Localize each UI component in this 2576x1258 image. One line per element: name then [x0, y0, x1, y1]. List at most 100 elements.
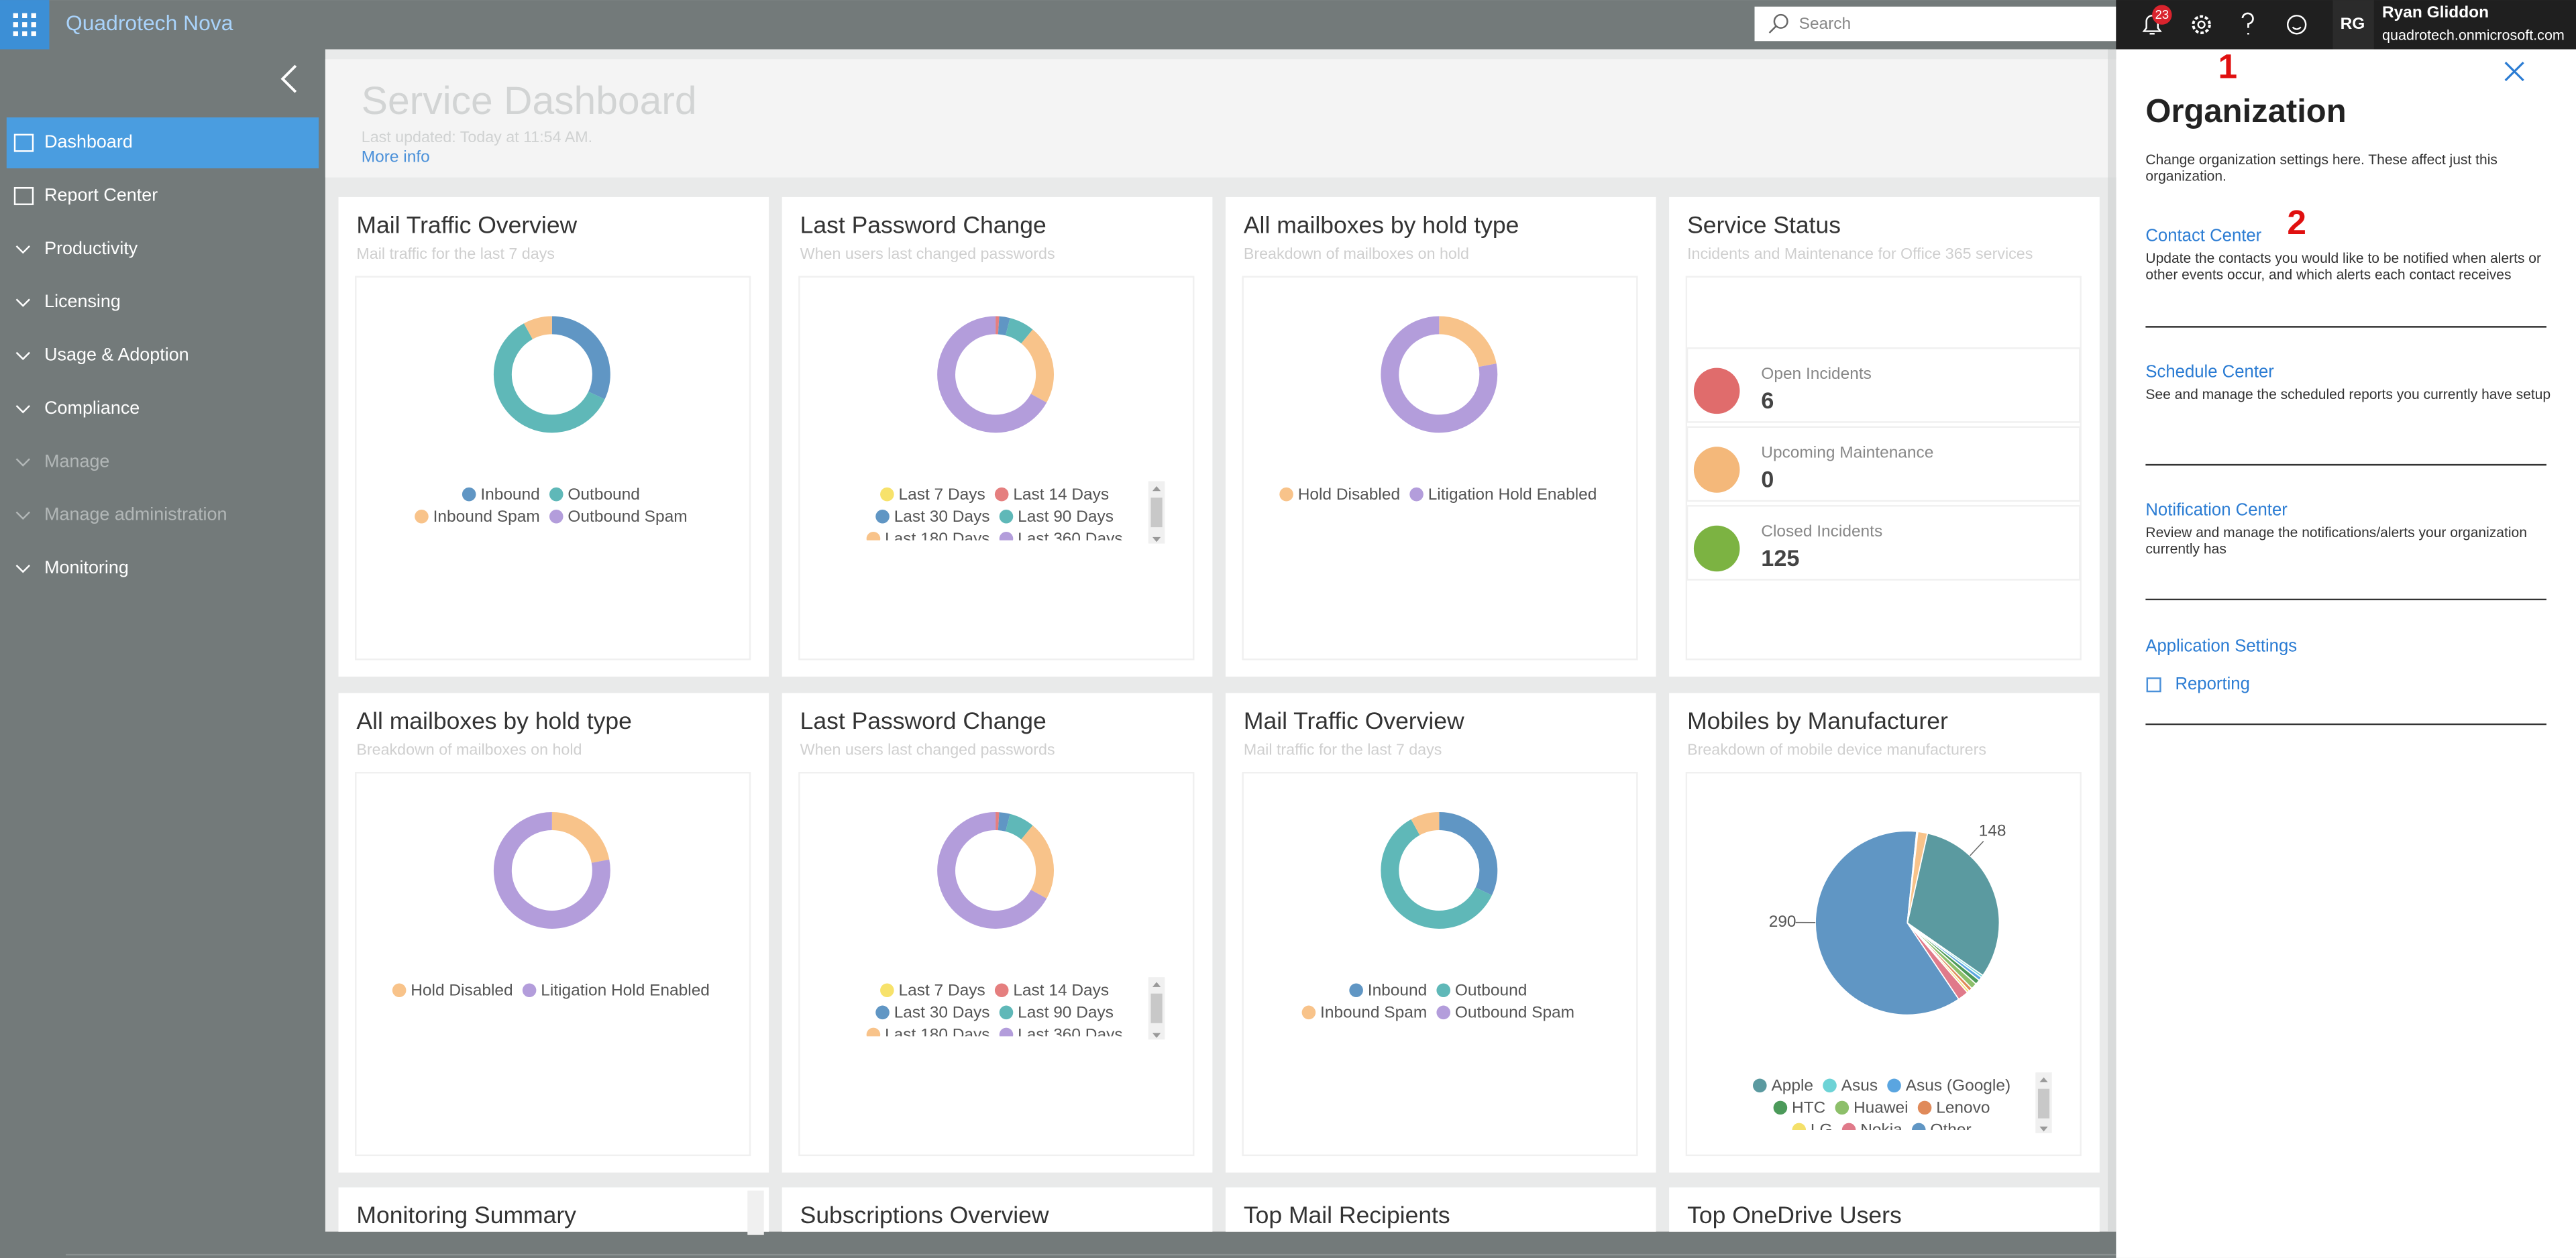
donut-segment	[937, 316, 1047, 433]
donut-segment	[1020, 329, 1054, 403]
widget-subtitle: Incidents and Maintenance for Office 365…	[1687, 245, 2033, 262]
panel-link[interactable]: Application Settings	[2145, 637, 2297, 656]
widget	[1225, 693, 1656, 1173]
legend-label: LG	[1811, 1121, 1833, 1139]
legend-swatch	[1823, 1078, 1837, 1093]
status-value: 6	[1761, 388, 1774, 414]
donut-segment	[998, 316, 1010, 336]
donut-segment	[523, 316, 553, 340]
chart-frame	[1242, 276, 1638, 661]
widget-subtitle: Mail traffic for the last 7 days	[1244, 740, 1442, 758]
scroll-up[interactable]	[1152, 485, 1161, 492]
settings-panel	[2116, 49, 2576, 1258]
scroll-down[interactable]	[2039, 1127, 2048, 1132]
collapse-nav[interactable]	[280, 64, 297, 93]
legend-swatch	[1841, 1123, 1856, 1130]
chart-frame	[798, 772, 1195, 1157]
widget-title: Mobiles by Manufacturer	[1687, 707, 1948, 734]
legend-label: Inbound Spam	[1320, 1004, 1427, 1022]
panel-link[interactable]: Contact Center	[2145, 226, 2261, 245]
close-panel[interactable]	[2504, 61, 2524, 82]
donut-segment	[551, 316, 610, 400]
legend-swatch	[1911, 1123, 1926, 1130]
widget-title: Top OneDrive Users	[1687, 1202, 1902, 1228]
status-icon	[1693, 367, 1740, 414]
avatar[interactable]	[2332, 0, 2374, 50]
legend-swatch	[1917, 1100, 1932, 1115]
panel-section-text: See and manage the scheduled reports you…	[2145, 388, 2551, 402]
legend-label: Huawei	[1854, 1099, 1909, 1117]
panel-section-text-text: Review and manage the notifications/aler…	[2145, 525, 2527, 557]
legend-swatch	[1773, 1100, 1788, 1115]
nav-item[interactable]: Monitoring	[44, 557, 129, 577]
legend-label: Last 7 Days	[899, 981, 985, 999]
legend: Inbound Outbound Inbound Spam Outbound Spam	[415, 485, 688, 526]
legend-swatch	[462, 487, 476, 502]
legend-swatch	[1436, 1005, 1450, 1020]
legend-label: Inbound	[480, 485, 539, 504]
user-domain: quadrotech.onmicrosoft.com	[2382, 27, 2565, 44]
legend-label: Last 90 Days	[1018, 508, 1114, 526]
widget-title: Service Status	[1687, 211, 1841, 238]
pie-slice	[1815, 830, 1960, 1016]
status-value: 125	[1761, 546, 1799, 571]
nav-item[interactable]: Compliance	[44, 398, 140, 418]
legend-label: Inbound Spam	[433, 508, 540, 526]
dashboard-updated: Last updated: Today at 11:54 AM.	[362, 128, 592, 146]
donut-segment	[1411, 812, 1440, 836]
nav-item[interactable]: Productivity	[44, 238, 138, 258]
status-icon	[1693, 525, 1740, 572]
widget-title: Last Password Change	[800, 707, 1046, 734]
search-box[interactable]	[1754, 6, 2120, 42]
search-icon	[1773, 13, 1788, 29]
legend-swatch	[392, 983, 407, 998]
legend-scroll-thumb[interactable]	[2037, 1088, 2050, 1119]
nav-item[interactable]: Report Center	[44, 185, 158, 205]
legend-label: Hold Disabled	[1298, 485, 1400, 504]
feedback-icon[interactable]	[2286, 15, 2307, 35]
widget-title: Last Password Change	[800, 211, 1046, 238]
legend-label: Last 14 Days	[1013, 485, 1109, 504]
bottom-strip	[0, 1231, 2116, 1258]
scroll-up[interactable]	[1152, 982, 1161, 987]
legend-swatch	[875, 509, 890, 524]
more-info-link[interactable]: More info	[362, 148, 430, 166]
panel-item-link[interactable]: Reporting	[2175, 675, 2249, 693]
widget-title: Monitoring Summary	[356, 1202, 576, 1228]
nav-item[interactable]: Usage & Adoption	[44, 345, 189, 365]
scroll-up[interactable]	[2039, 1077, 2048, 1082]
legend-swatch	[999, 509, 1014, 524]
chart-frame	[1685, 772, 2082, 1157]
panel-link[interactable]: Notification Center	[2145, 500, 2288, 519]
status-row	[1686, 505, 2081, 581]
widget	[1669, 1187, 2100, 1232]
donut-segment	[1381, 819, 1492, 929]
nav-item[interactable]: Dashboard	[44, 131, 133, 152]
legend-swatch	[875, 1005, 890, 1020]
notification-count: 23	[2155, 7, 2169, 21]
legend-label: Asus	[1841, 1077, 1878, 1095]
donut-segment	[937, 812, 1047, 929]
status-icon	[1693, 447, 1740, 493]
help-icon[interactable]	[2241, 12, 2254, 35]
nav-item[interactable]: Licensing	[44, 291, 121, 311]
legend-scroll-thumb[interactable]	[1150, 993, 1163, 1023]
legend-scroll-thumb[interactable]	[1150, 498, 1163, 528]
user-initials: RG	[2341, 15, 2365, 33]
donut-segment	[1020, 825, 1054, 899]
legend-label: Last 360 Days	[1018, 530, 1122, 548]
nav-chevron	[15, 458, 30, 467]
legend-swatch	[999, 1005, 1014, 1020]
scroll-down[interactable]	[1152, 1033, 1161, 1038]
panel-link[interactable]: Schedule Center	[2145, 363, 2274, 382]
widget-subtitle: Breakdown of mailboxes on hold	[1244, 245, 1469, 262]
donut-segment	[551, 812, 610, 864]
donut-segment	[1005, 813, 1033, 840]
legend-swatch	[880, 487, 894, 502]
donut-segment	[493, 323, 605, 433]
search-icon-handle	[1768, 25, 1777, 34]
widget-subtitle: When users last changed passwords	[800, 245, 1055, 262]
scroll-down[interactable]	[1152, 536, 1161, 542]
nav-chevron	[15, 351, 30, 361]
status-value: 0	[1761, 467, 1774, 493]
